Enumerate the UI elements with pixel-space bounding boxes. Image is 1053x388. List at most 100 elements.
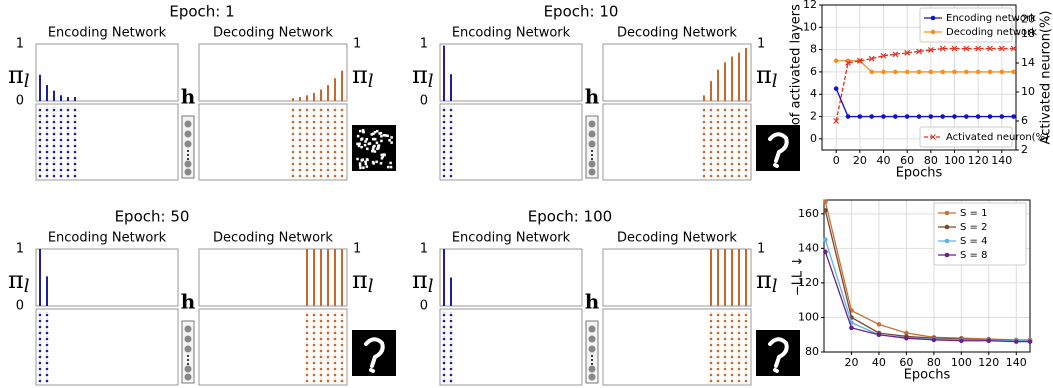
neuron [724,380,727,383]
neuron [443,127,446,130]
neuron [292,145,295,148]
neuron [724,368,727,371]
neuron [306,169,309,172]
neuron [39,350,42,353]
noise-pixel [358,143,361,146]
neuron [334,338,337,341]
neuron [738,145,741,148]
label-subscript: l [772,71,778,92]
latent-unit [589,366,596,373]
neuron [731,109,734,112]
point [964,70,969,75]
neuron [710,380,713,383]
network-frame [199,309,347,385]
neuron [74,157,77,160]
noise-pixel [376,130,379,133]
neuron [717,356,720,359]
point [1011,70,1016,75]
series-line [836,49,1013,122]
neuron [313,344,316,347]
neuron [60,157,63,160]
label-subscript: l [368,276,374,297]
bar [334,249,336,306]
ellipsis-dot [591,158,593,160]
neuron [710,356,713,359]
neuron [341,139,344,142]
neuron [738,314,741,317]
neuron [450,350,453,353]
x-tick-label: 20 [853,154,867,167]
neuron [717,338,720,341]
noise-pixel [364,140,367,143]
y-tick-label: 0 [810,132,817,145]
bar [53,91,55,101]
bar [717,70,719,101]
bar [724,62,726,101]
noise-pixel [384,134,387,137]
neuron [334,145,337,148]
noise-pixel [359,167,362,170]
neuron [313,127,316,130]
point [823,199,828,204]
neuron [299,151,302,154]
neuron [39,320,42,323]
point [869,70,874,75]
point [1000,70,1005,75]
noise-pixel [380,140,383,143]
neuron [724,344,727,347]
neuron [443,374,446,377]
ellipsis-dot [187,154,189,156]
neuron [738,320,741,323]
label-subscript: l [24,276,30,297]
x-tick-label: 40 [872,356,886,369]
neuron [53,169,56,172]
neuron [327,320,330,323]
neuron [299,139,302,142]
neuron [334,163,337,166]
neuron [450,145,453,148]
legend-label: Encoding network [946,13,1036,24]
neuron [731,169,734,172]
neuron [443,151,446,154]
neuron [738,133,741,136]
point [987,338,992,343]
neuron [443,380,446,383]
neuron [724,157,727,160]
network-label: Decoding Network [213,26,333,41]
y2-tick-label: 6 [1021,114,1028,127]
neuron [320,169,323,172]
ellipsis-dot [187,359,189,361]
neuron [306,344,309,347]
latent-unit [589,326,596,333]
bar [745,249,747,306]
neuron [46,362,49,365]
noise-pixel [361,138,364,141]
point [940,70,945,75]
neuron [731,145,734,148]
ellipsis-dot [591,355,593,357]
y-tick-label: 140 [798,241,819,254]
noise-pixel [378,132,381,135]
bar-plot-frame [36,249,178,306]
neuron [320,332,323,335]
neuron [745,362,748,365]
neuron [738,380,741,383]
neuron [443,320,446,323]
neuron [738,163,741,166]
neuron [320,133,323,136]
neuron [39,326,42,329]
point [905,114,910,119]
neuron [450,175,453,178]
point [893,70,898,75]
neuron [46,151,49,154]
neuron [327,356,330,359]
y2-tick-label: 2 [1021,143,1028,156]
bar [46,276,48,306]
neuron [320,356,323,359]
neuron [443,109,446,112]
y-tick-label: 10 [803,20,817,33]
bar-plot-frame [440,44,582,101]
legend-label: Decoding network [946,27,1037,38]
neuron [299,157,302,160]
neuron [299,145,302,148]
